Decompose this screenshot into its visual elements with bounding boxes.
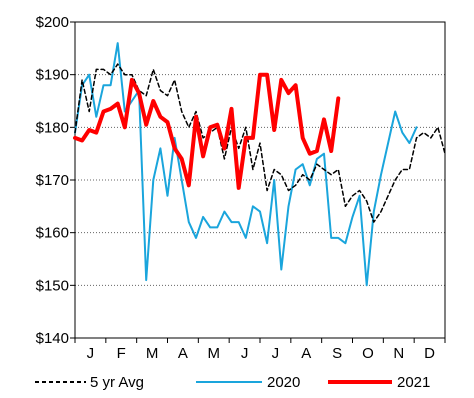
legend-label: 2020 <box>267 374 300 391</box>
grid-lines <box>75 74 445 286</box>
x-tick-label: F <box>117 345 126 362</box>
x-tick-label: N <box>393 345 404 362</box>
x-tick-label: A <box>178 345 188 362</box>
y-tick-label: $200 <box>36 14 69 31</box>
legend-label: 5 yr Avg <box>90 374 144 391</box>
x-tick-label: J <box>241 345 249 362</box>
plot-frame <box>74 21 446 339</box>
x-tick-label: A <box>301 345 311 362</box>
y-tick-label: $140 <box>36 330 69 347</box>
x-tick-label: J <box>87 345 95 362</box>
series-line-2020 <box>74 42 418 287</box>
y-tick-label: $170 <box>36 172 69 189</box>
x-tick-label: M <box>208 345 221 362</box>
y-axis: $140 $150 $160 $170 $180 $190 $200 <box>36 14 75 347</box>
y-tick-label: $160 <box>36 225 69 242</box>
x-tick-label: O <box>362 345 374 362</box>
x-tick-label: M <box>146 345 159 362</box>
x-tick-label: D <box>424 345 435 362</box>
y-tick-label: $190 <box>36 67 69 84</box>
y-tick-label: $180 <box>36 119 69 136</box>
x-tick-label: S <box>332 345 342 362</box>
legend-label: 2021 <box>397 374 430 391</box>
y-tick-label: $150 <box>36 277 69 294</box>
series-line-2021 <box>73 72 341 190</box>
legend: 5 yr Avg 2020 2021 <box>35 374 430 391</box>
series-layer <box>73 42 446 287</box>
x-tick-label: J <box>272 345 280 362</box>
